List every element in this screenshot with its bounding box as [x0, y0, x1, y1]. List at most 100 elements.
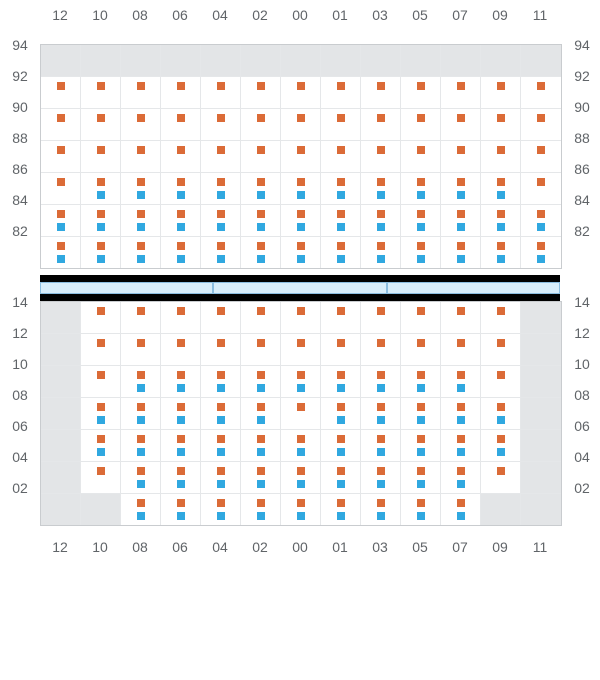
- grid-cell[interactable]: [41, 141, 81, 172]
- grid-cell[interactable]: [201, 173, 241, 204]
- grid-cell[interactable]: [441, 237, 481, 268]
- grid-cell[interactable]: [81, 45, 121, 76]
- grid-cell[interactable]: [201, 398, 241, 429]
- grid-cell[interactable]: [281, 302, 321, 333]
- grid-cell[interactable]: [121, 494, 161, 525]
- grid-cell[interactable]: [81, 366, 121, 397]
- grid-cell[interactable]: [401, 109, 441, 140]
- grid-cell[interactable]: [281, 77, 321, 108]
- grid-cell[interactable]: [521, 45, 561, 76]
- grid-cell[interactable]: [401, 366, 441, 397]
- grid-cell[interactable]: [201, 205, 241, 236]
- grid-cell[interactable]: [481, 494, 521, 525]
- grid-cell[interactable]: [361, 109, 401, 140]
- grid-cell[interactable]: [161, 302, 201, 333]
- grid-cell[interactable]: [41, 366, 81, 397]
- grid-cell[interactable]: [481, 366, 521, 397]
- grid-cell[interactable]: [241, 173, 281, 204]
- grid-cell[interactable]: [441, 334, 481, 365]
- grid-cell[interactable]: [521, 141, 561, 172]
- grid-cell[interactable]: [441, 205, 481, 236]
- grid-cell[interactable]: [161, 334, 201, 365]
- grid-cell[interactable]: [441, 398, 481, 429]
- grid-cell[interactable]: [281, 366, 321, 397]
- grid-cell[interactable]: [481, 141, 521, 172]
- grid-cell[interactable]: [481, 462, 521, 493]
- grid-cell[interactable]: [321, 366, 361, 397]
- grid-cell[interactable]: [121, 237, 161, 268]
- grid-cell[interactable]: [321, 77, 361, 108]
- grid-cell[interactable]: [401, 462, 441, 493]
- grid-cell[interactable]: [121, 77, 161, 108]
- grid-cell[interactable]: [401, 173, 441, 204]
- grid-cell[interactable]: [81, 398, 121, 429]
- grid-cell[interactable]: [521, 302, 561, 333]
- grid-cell[interactable]: [521, 205, 561, 236]
- grid-cell[interactable]: [161, 141, 201, 172]
- grid-cell[interactable]: [481, 430, 521, 461]
- grid-cell[interactable]: [241, 141, 281, 172]
- grid-cell[interactable]: [481, 205, 521, 236]
- grid-cell[interactable]: [401, 398, 441, 429]
- grid-cell[interactable]: [241, 462, 281, 493]
- grid-cell[interactable]: [361, 77, 401, 108]
- grid-cell[interactable]: [121, 302, 161, 333]
- grid-cell[interactable]: [321, 237, 361, 268]
- grid-cell[interactable]: [161, 430, 201, 461]
- grid-cell[interactable]: [161, 205, 201, 236]
- grid-cell[interactable]: [121, 109, 161, 140]
- grid-cell[interactable]: [521, 109, 561, 140]
- grid-cell[interactable]: [81, 141, 121, 172]
- grid-cell[interactable]: [161, 494, 201, 525]
- grid-cell[interactable]: [241, 45, 281, 76]
- grid-cell[interactable]: [361, 141, 401, 172]
- grid-cell[interactable]: [161, 109, 201, 140]
- grid-cell[interactable]: [201, 302, 241, 333]
- grid-cell[interactable]: [441, 141, 481, 172]
- grid-cell[interactable]: [321, 141, 361, 172]
- grid-cell[interactable]: [441, 45, 481, 76]
- grid-cell[interactable]: [281, 398, 321, 429]
- grid-cell[interactable]: [361, 462, 401, 493]
- grid-cell[interactable]: [521, 237, 561, 268]
- grid-cell[interactable]: [241, 302, 281, 333]
- grid-cell[interactable]: [521, 366, 561, 397]
- grid-cell[interactable]: [281, 334, 321, 365]
- grid-cell[interactable]: [201, 494, 241, 525]
- grid-cell[interactable]: [161, 366, 201, 397]
- grid-cell[interactable]: [81, 462, 121, 493]
- grid-cell[interactable]: [441, 109, 481, 140]
- grid-cell[interactable]: [241, 334, 281, 365]
- grid-cell[interactable]: [81, 334, 121, 365]
- grid-cell[interactable]: [241, 205, 281, 236]
- grid-cell[interactable]: [481, 109, 521, 140]
- grid-cell[interactable]: [201, 45, 241, 76]
- grid-cell[interactable]: [321, 398, 361, 429]
- grid-cell[interactable]: [201, 77, 241, 108]
- grid-cell[interactable]: [241, 494, 281, 525]
- grid-cell[interactable]: [321, 302, 361, 333]
- grid-cell[interactable]: [281, 237, 321, 268]
- grid-cell[interactable]: [41, 398, 81, 429]
- grid-cell[interactable]: [201, 109, 241, 140]
- grid-cell[interactable]: [441, 494, 481, 525]
- grid-cell[interactable]: [401, 77, 441, 108]
- grid-cell[interactable]: [361, 205, 401, 236]
- grid-cell[interactable]: [281, 173, 321, 204]
- grid-cell[interactable]: [81, 109, 121, 140]
- grid-cell[interactable]: [401, 205, 441, 236]
- grid-cell[interactable]: [481, 173, 521, 204]
- grid-cell[interactable]: [41, 173, 81, 204]
- grid-cell[interactable]: [361, 237, 401, 268]
- grid-cell[interactable]: [81, 302, 121, 333]
- grid-cell[interactable]: [41, 237, 81, 268]
- grid-cell[interactable]: [401, 237, 441, 268]
- grid-cell[interactable]: [361, 430, 401, 461]
- grid-cell[interactable]: [481, 45, 521, 76]
- grid-cell[interactable]: [321, 462, 361, 493]
- grid-cell[interactable]: [41, 205, 81, 236]
- grid-cell[interactable]: [401, 430, 441, 461]
- grid-cell[interactable]: [521, 77, 561, 108]
- grid-cell[interactable]: [241, 430, 281, 461]
- grid-cell[interactable]: [161, 173, 201, 204]
